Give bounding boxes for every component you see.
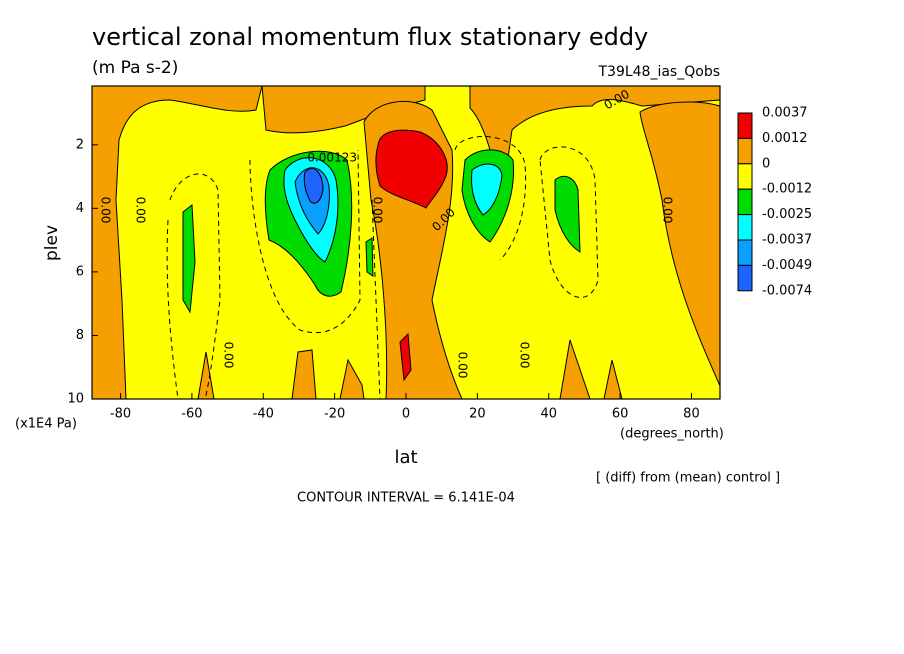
contour-region <box>639 101 721 387</box>
x-tick-label: -40 <box>253 407 274 422</box>
contour-label: 0.00 <box>661 197 675 224</box>
chart-title: vertical zonal momentum flux stationary … <box>92 23 648 51</box>
contour-region <box>182 204 196 314</box>
contour-region <box>554 175 581 253</box>
y-units: (x1E4 Pa) <box>15 417 77 432</box>
chart-subtitle: (m Pa s-2) <box>92 58 178 78</box>
x-units: (degrees_north) <box>620 427 724 442</box>
contour-line <box>249 149 361 334</box>
contour-label: -0.00123 <box>303 151 357 165</box>
contour-label: 0.00 <box>518 342 532 369</box>
contour-region <box>375 129 448 209</box>
colorbar-box <box>737 112 753 139</box>
y-tick-label: 2 <box>76 137 84 152</box>
x-tick-label: 40 <box>540 407 557 422</box>
colorbar-box <box>737 163 753 190</box>
colorbar-box <box>737 264 753 292</box>
colorbar-box <box>737 239 753 266</box>
contour-label: 0.00 <box>134 197 148 224</box>
contour-region <box>471 163 503 216</box>
y-tick-label: 10 <box>67 392 84 407</box>
contour-label: 0.00 <box>222 342 236 369</box>
contour-region <box>91 85 263 400</box>
colorbar-box <box>737 137 753 165</box>
colorbar-label: 0.0037 <box>762 106 808 121</box>
y-tick-label: 8 <box>76 328 84 343</box>
contour-line <box>539 146 599 298</box>
plot-area: 0.00 0.000.000.00 0.000.00 0.000.000.00-0.0… <box>91 85 721 400</box>
x-tick-label: 0 <box>402 407 410 422</box>
contour-label: 0.00 <box>371 197 385 224</box>
x-axis-label: lat <box>394 447 417 468</box>
run-label: T39L48_ias_Qobs <box>597 64 720 80</box>
colorbar-label: -0.0025 <box>762 207 812 222</box>
colorbar-label: -0.0049 <box>762 258 812 273</box>
x-tick-label: 80 <box>683 407 700 422</box>
x-tick-label: -20 <box>324 407 345 422</box>
colorbar-label: 0 <box>762 156 770 171</box>
contour-line <box>454 136 527 261</box>
contour-region <box>303 167 324 204</box>
colorbar-box <box>737 188 753 216</box>
contour-line <box>371 199 381 400</box>
contour-interval: CONTOUR INTERVAL = 6.141E-04 <box>297 491 515 506</box>
contour-region <box>399 332 412 382</box>
contour-line <box>169 173 221 400</box>
y-axis-label: plev <box>42 225 62 261</box>
colorbar-label: -0.0074 <box>762 283 812 298</box>
colorbar-label: 0.0012 <box>762 131 808 146</box>
contour-region <box>469 85 721 201</box>
colorbar-label: -0.0012 <box>762 182 812 197</box>
y-tick-label: 4 <box>76 201 84 216</box>
colorbar-box <box>737 214 753 241</box>
x-tick-label: 20 <box>469 407 486 422</box>
contour-label: 0.00 <box>456 352 470 379</box>
contour-region <box>365 237 374 277</box>
x-tick-label: -80 <box>110 407 131 422</box>
colorbar-label: -0.0037 <box>762 233 812 248</box>
contour-line <box>166 219 179 400</box>
note: [ (diff) from (mean) control ] <box>596 471 780 486</box>
contour-label: 0.00 <box>99 197 113 224</box>
x-tick-label: 60 <box>612 407 629 422</box>
y-tick-label: 6 <box>76 264 84 279</box>
x-tick-label: -60 <box>181 407 202 422</box>
